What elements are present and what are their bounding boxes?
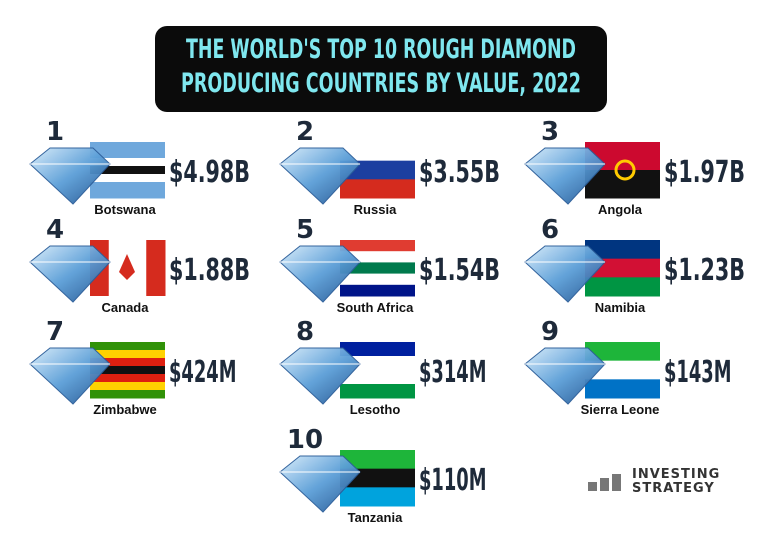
- flag-stripe: [90, 150, 165, 159]
- country: Sierra Leone: [581, 402, 660, 417]
- diamond: [29, 147, 111, 205]
- logo-bar: [588, 482, 597, 491]
- flag-stripe: [90, 182, 165, 191]
- flag-stripe: [90, 390, 165, 399]
- title-line: THE WORLD'S TOP 10 ROUGH DIAMOND: [186, 34, 576, 65]
- flag-stripe: [90, 382, 165, 391]
- flag-stripe: [90, 366, 165, 375]
- flag-stripe: [90, 342, 165, 351]
- diamond: [279, 245, 361, 303]
- logo-bar: [612, 474, 621, 491]
- country: Zimbabwe: [93, 402, 157, 417]
- flag-stripe: [90, 190, 165, 199]
- logo: INVESTING STRATEGY: [588, 467, 720, 496]
- value: $1.23B: [664, 253, 745, 288]
- items: 1 $4.98B Botswana 2 $3.55B Russia 3 $1.97B Angol…: [29, 117, 745, 525]
- logo-text: STRATEGY: [632, 481, 715, 496]
- rank: 7: [46, 317, 64, 347]
- flag-stripe: [90, 166, 165, 175]
- country: Tanzania: [348, 510, 403, 525]
- rank: 6: [541, 215, 559, 245]
- diamond: [279, 347, 361, 405]
- flag-stripe: [90, 158, 165, 167]
- flag-stripe: [340, 356, 415, 371]
- country: Canada: [102, 300, 150, 315]
- flag-stripe: [585, 277, 660, 297]
- flag-stripe: [90, 350, 165, 359]
- flag-stripe: [90, 374, 165, 383]
- country: Lesotho: [350, 402, 401, 417]
- diamond: [524, 245, 606, 303]
- diamond: [29, 347, 111, 405]
- title-box: [155, 26, 607, 112]
- country: South Africa: [337, 300, 415, 315]
- flag-stripe: [340, 284, 415, 297]
- rank: 10: [287, 425, 323, 455]
- flag-stripe: [585, 342, 660, 362]
- flag-stripe: [340, 142, 415, 162]
- country: Botswana: [94, 202, 156, 217]
- logo-bar: [600, 478, 609, 491]
- diamond: [29, 245, 111, 303]
- flag-stripe: [340, 179, 415, 199]
- flag-stripe: [127, 240, 147, 296]
- flag-emblem: [614, 159, 636, 181]
- flag-stripe: [340, 487, 415, 507]
- flag-stripe: [340, 251, 415, 263]
- diamond: [279, 455, 361, 513]
- value: $110M: [419, 463, 487, 498]
- flag-stripe: [340, 342, 415, 357]
- flag-stripe: [585, 240, 660, 260]
- value: $1.88B: [169, 253, 250, 288]
- value: $3.55B: [419, 155, 500, 190]
- rank: 5: [296, 215, 314, 245]
- flag-stripe: [90, 358, 165, 367]
- flag-stripe: [340, 240, 415, 252]
- flag-stripe: [90, 142, 165, 151]
- rank: 1: [46, 117, 64, 147]
- flag-stripe: [340, 273, 415, 286]
- flag-stripe: [340, 450, 415, 470]
- value: $1.54B: [419, 253, 500, 288]
- diamond: [524, 347, 606, 405]
- value: $424M: [169, 355, 237, 390]
- flag-emblem: [119, 254, 135, 280]
- rank: 8: [296, 317, 314, 347]
- logo-text: INVESTING: [632, 467, 720, 482]
- flag-stripe: [340, 384, 415, 399]
- flag-stripe: [340, 370, 415, 385]
- rank: 4: [46, 215, 64, 245]
- country: Angola: [598, 202, 643, 217]
- value: $1.97B: [664, 155, 745, 190]
- flag-stripe: [585, 170, 660, 199]
- value: $314M: [419, 355, 487, 390]
- rank: 3: [541, 117, 559, 147]
- diamond: [524, 147, 606, 205]
- flag-stripe: [585, 379, 660, 399]
- flag-stripe: [146, 240, 166, 296]
- rank: 9: [541, 317, 559, 347]
- country: Namibia: [595, 300, 646, 315]
- value: $143M: [664, 355, 732, 390]
- flag-stripe: [90, 174, 165, 183]
- rank: 2: [296, 117, 314, 147]
- flag-stripe: [108, 240, 128, 296]
- country: Russia: [354, 202, 397, 217]
- value: $4.98B: [169, 155, 250, 190]
- diamond: [279, 147, 361, 205]
- flag-stripe: [340, 262, 415, 275]
- title-line: PRODUCING COUNTRIES BY VALUE, 2022: [181, 68, 581, 99]
